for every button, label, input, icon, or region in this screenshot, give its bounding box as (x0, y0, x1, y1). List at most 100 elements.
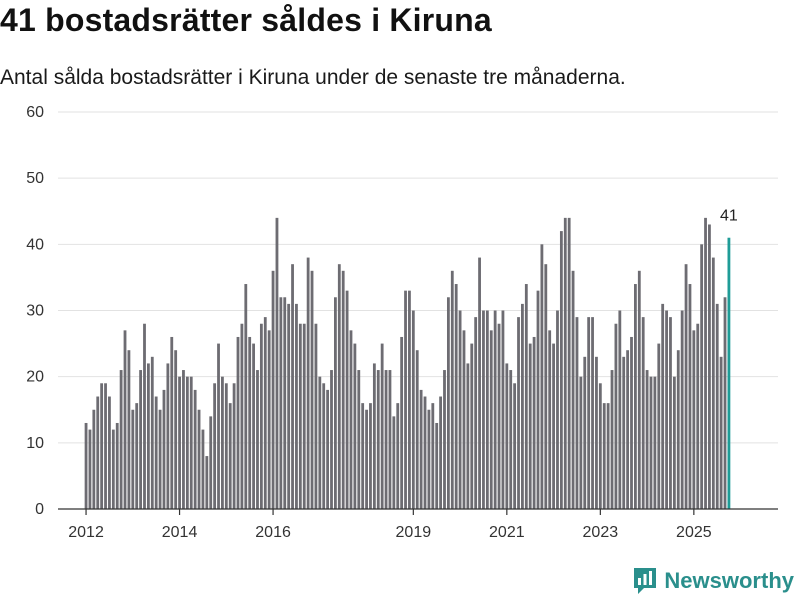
bar (104, 383, 107, 509)
bar (248, 336, 252, 509)
bar (209, 416, 213, 509)
bar (583, 356, 587, 509)
bar (411, 310, 415, 509)
bar (217, 343, 220, 509)
bar (259, 323, 263, 509)
bar (602, 403, 606, 509)
bar (189, 376, 193, 509)
bar (723, 297, 727, 509)
bar (684, 264, 688, 509)
bar (154, 396, 158, 509)
bar (661, 303, 665, 509)
bar (392, 416, 396, 509)
bar (540, 244, 544, 509)
bar (614, 323, 618, 509)
bar (443, 370, 446, 509)
bar (634, 284, 637, 509)
bar (146, 363, 150, 509)
bar (649, 376, 653, 509)
bar (485, 310, 489, 509)
bar (287, 303, 291, 509)
bar (478, 257, 481, 509)
bar (528, 343, 532, 509)
bar-latest (727, 237, 731, 509)
bar (185, 376, 189, 509)
bar (201, 429, 205, 509)
bar (275, 217, 279, 509)
bar (166, 363, 170, 509)
bar (556, 310, 559, 509)
bar (435, 422, 439, 509)
x-tick-label: 2021 (489, 524, 525, 541)
bar (501, 310, 505, 509)
bar (326, 389, 330, 509)
bar (610, 370, 614, 509)
x-tick-label: 2019 (396, 524, 432, 541)
bar (341, 270, 345, 509)
bar (279, 297, 283, 509)
bar (665, 310, 668, 509)
bar (567, 217, 571, 509)
bar (193, 389, 197, 509)
bar (252, 343, 255, 509)
bar (630, 336, 633, 509)
bar (224, 383, 228, 509)
bar (197, 409, 201, 509)
bar (337, 264, 341, 509)
bar (322, 383, 326, 509)
bar (606, 403, 610, 509)
bar (591, 317, 594, 509)
bar (178, 376, 181, 509)
bar (672, 376, 676, 509)
bar (688, 284, 692, 509)
bar (559, 231, 563, 509)
bar (521, 303, 524, 509)
bar (92, 409, 96, 509)
bar (474, 317, 478, 509)
bar (653, 376, 657, 509)
bar (509, 370, 513, 509)
newsworthy-logo-icon (634, 568, 657, 594)
x-tick-label: 2025 (676, 524, 712, 541)
bar (645, 370, 649, 509)
bar (143, 323, 146, 509)
bar (493, 310, 497, 509)
bar (637, 270, 641, 509)
bar (84, 422, 88, 509)
bar (446, 297, 450, 509)
bar (174, 350, 178, 509)
bar (462, 330, 466, 509)
bar (489, 330, 493, 509)
bar (357, 370, 361, 509)
bar (88, 429, 92, 509)
bar (669, 317, 672, 509)
bar (408, 290, 411, 509)
bar (579, 376, 583, 509)
bar (415, 350, 419, 509)
bar (244, 284, 248, 509)
bar (419, 389, 423, 509)
bar (466, 363, 470, 509)
bar (396, 403, 400, 509)
bar (388, 370, 392, 509)
bar (267, 330, 271, 509)
bar (182, 370, 185, 509)
bar (334, 297, 337, 509)
bar (158, 409, 162, 509)
bar (291, 264, 294, 509)
bar (96, 396, 100, 509)
bar (482, 310, 485, 509)
y-tick-label: 20 (26, 369, 44, 386)
bar (232, 383, 236, 509)
bar (696, 323, 700, 509)
bar (150, 356, 154, 509)
bar (123, 330, 127, 509)
bar (676, 350, 680, 509)
bar (298, 323, 302, 509)
bar (400, 336, 404, 509)
bar (571, 270, 575, 509)
bar (100, 383, 104, 509)
brand-logo[interactable]: Newsworthy (632, 566, 794, 596)
y-tick-label: 0 (35, 501, 44, 518)
bar (380, 343, 384, 509)
